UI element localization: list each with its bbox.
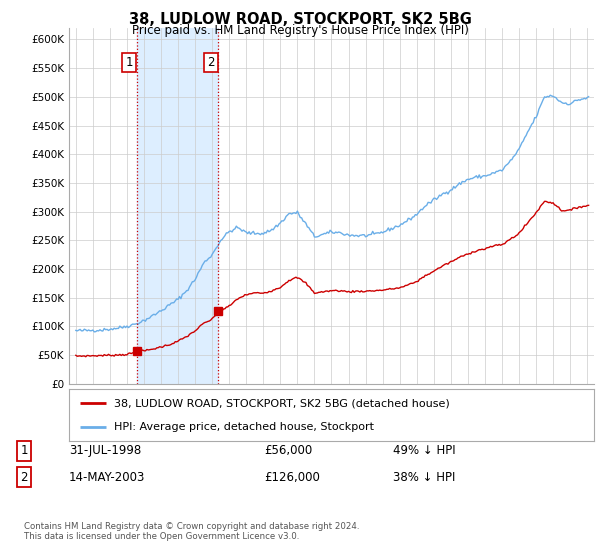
Text: £56,000: £56,000 [264,444,312,458]
Text: 2: 2 [20,470,28,484]
Text: 2: 2 [207,56,215,69]
Text: HPI: Average price, detached house, Stockport: HPI: Average price, detached house, Stoc… [113,422,374,432]
Text: Price paid vs. HM Land Registry's House Price Index (HPI): Price paid vs. HM Land Registry's House … [131,24,469,37]
Text: 14-MAY-2003: 14-MAY-2003 [69,470,145,484]
Text: 31-JUL-1998: 31-JUL-1998 [69,444,141,458]
Text: 1: 1 [20,444,28,458]
Text: 38% ↓ HPI: 38% ↓ HPI [393,470,455,484]
Text: £126,000: £126,000 [264,470,320,484]
Text: 38, LUDLOW ROAD, STOCKPORT, SK2 5BG (detached house): 38, LUDLOW ROAD, STOCKPORT, SK2 5BG (det… [113,398,449,408]
Text: 1: 1 [125,56,133,69]
Text: 49% ↓ HPI: 49% ↓ HPI [393,444,455,458]
Text: Contains HM Land Registry data © Crown copyright and database right 2024.
This d: Contains HM Land Registry data © Crown c… [24,522,359,542]
Bar [137,28,218,384]
Text: 38, LUDLOW ROAD, STOCKPORT, SK2 5BG: 38, LUDLOW ROAD, STOCKPORT, SK2 5BG [128,12,472,27]
